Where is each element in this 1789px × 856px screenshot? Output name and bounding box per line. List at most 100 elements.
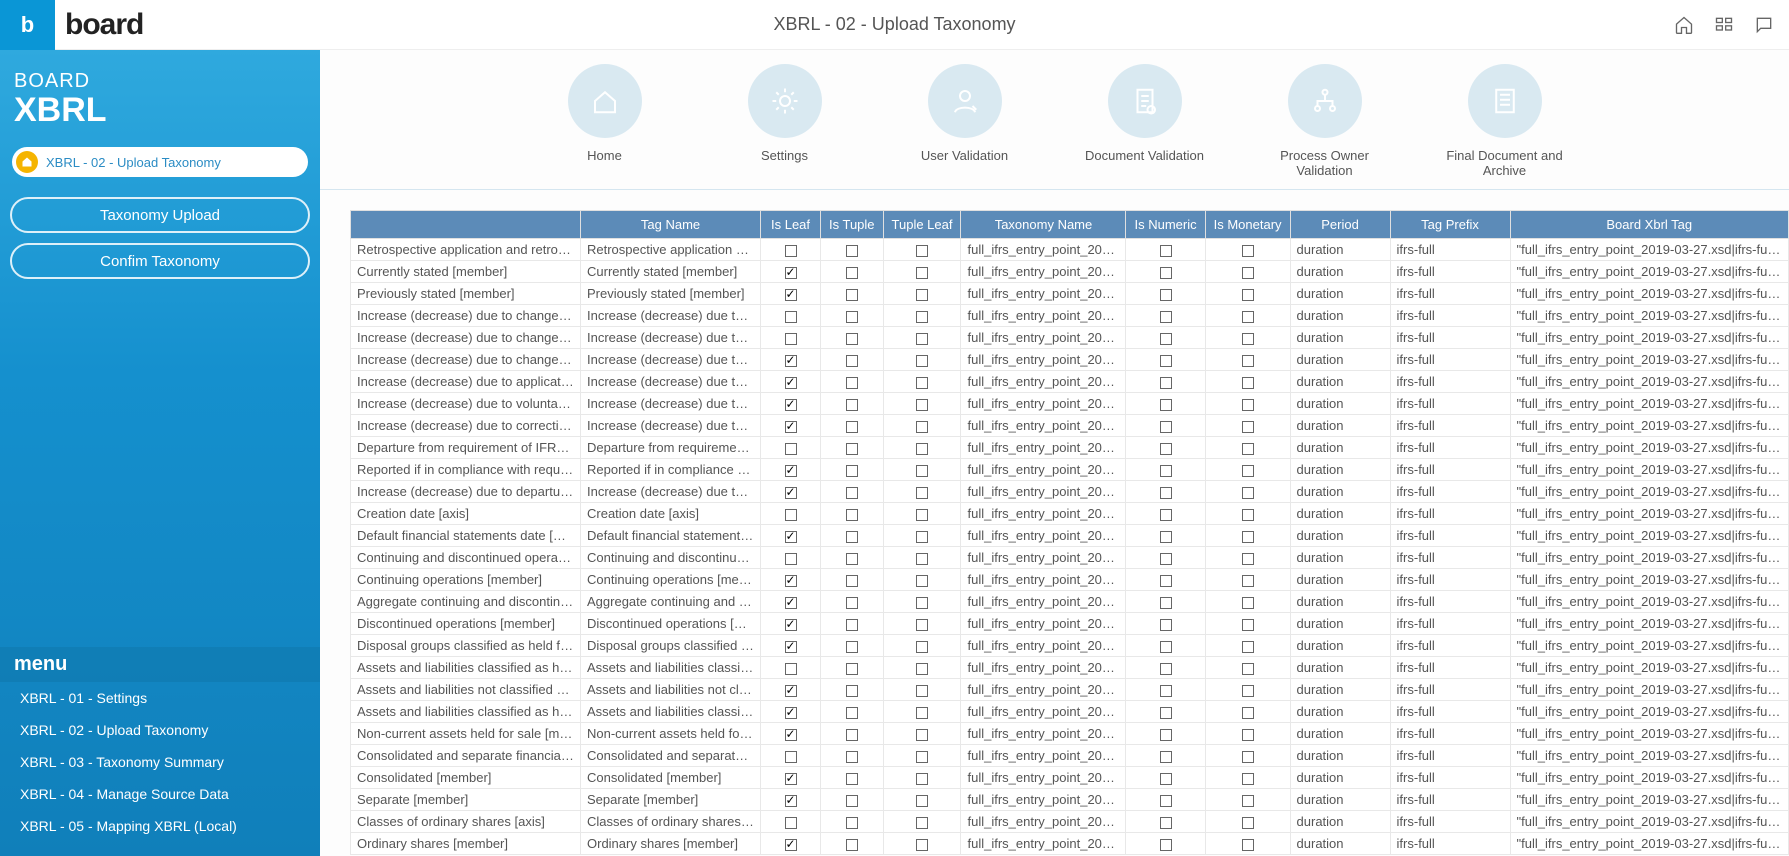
table-row[interactable]: Departure from requirement of IFRS [axis… [351,437,1789,459]
checkbox-cell[interactable] [883,767,961,789]
checkbox-icon[interactable] [846,685,858,697]
checkbox-icon[interactable] [785,663,797,675]
checkbox-icon[interactable] [846,377,858,389]
checkbox-icon[interactable] [846,773,858,785]
checkbox-icon[interactable] [1160,707,1172,719]
checkbox-icon[interactable] [916,377,928,389]
nav-gear[interactable]: Settings [720,64,850,163]
table-row[interactable]: Increase (decrease) due to changes in ac… [351,327,1789,349]
checkbox-cell[interactable] [1205,789,1290,811]
col-header[interactable]: Tag Prefix [1390,211,1510,239]
checkbox-icon[interactable] [846,487,858,499]
checkbox-cell[interactable] [821,657,884,679]
checkbox-cell[interactable] [883,415,961,437]
chat-icon[interactable] [1753,14,1775,36]
layout-icon[interactable] [1713,14,1735,36]
checkbox-icon[interactable] [1160,245,1172,257]
checkbox-icon[interactable] [916,399,928,411]
checkbox-icon[interactable] [846,509,858,521]
checkbox-icon[interactable] [1242,641,1254,653]
checkbox-icon[interactable] [1242,795,1254,807]
checkbox-cell[interactable] [761,657,821,679]
checkbox-cell[interactable] [1205,569,1290,591]
table-row[interactable]: Continuing operations [member]Continuing… [351,569,1789,591]
checkbox-cell[interactable] [1205,239,1290,261]
checkbox-cell[interactable] [883,613,961,635]
checkbox-icon[interactable] [1242,839,1254,851]
checkbox-cell[interactable] [1126,679,1205,701]
checkbox-icon[interactable] [785,597,797,609]
checkbox-cell[interactable] [821,393,884,415]
checkbox-cell[interactable] [761,503,821,525]
checkbox-cell[interactable] [821,811,884,833]
checkbox-icon[interactable] [846,839,858,851]
checkbox-icon[interactable] [1242,245,1254,257]
checkbox-cell[interactable] [883,371,961,393]
col-header[interactable]: Is Numeric [1126,211,1205,239]
menu-item-1[interactable]: XBRL - 02 - Upload Taxonomy [0,714,320,746]
table-row[interactable]: Assets and liabilities classified as hel… [351,701,1789,723]
checkbox-cell[interactable] [883,459,961,481]
checkbox-icon[interactable] [1160,509,1172,521]
checkbox-cell[interactable] [1205,415,1290,437]
checkbox-cell[interactable] [761,833,821,855]
checkbox-icon[interactable] [785,509,797,521]
checkbox-icon[interactable] [846,575,858,587]
checkbox-icon[interactable] [916,289,928,301]
checkbox-icon[interactable] [846,663,858,675]
table-row[interactable]: Increase (decrease) due to changes in ac… [351,349,1789,371]
checkbox-icon[interactable] [785,311,797,323]
col-header[interactable]: Board Xbrl Tag [1510,211,1788,239]
checkbox-icon[interactable] [1242,553,1254,565]
checkbox-cell[interactable] [761,525,821,547]
checkbox-cell[interactable] [883,789,961,811]
checkbox-cell[interactable] [1205,437,1290,459]
checkbox-cell[interactable] [883,437,961,459]
checkbox-icon[interactable] [1242,377,1254,389]
checkbox-icon[interactable] [916,553,928,565]
checkbox-icon[interactable] [1160,487,1172,499]
checkbox-icon[interactable] [1160,663,1172,675]
checkbox-cell[interactable] [883,261,961,283]
checkbox-icon[interactable] [1160,839,1172,851]
checkbox-icon[interactable] [1160,267,1172,279]
checkbox-cell[interactable] [1205,393,1290,415]
checkbox-icon[interactable] [1242,817,1254,829]
table-row[interactable]: Disposal groups classified as held for s… [351,635,1789,657]
checkbox-cell[interactable] [1126,833,1205,855]
checkbox-icon[interactable] [916,685,928,697]
checkbox-cell[interactable] [1126,393,1205,415]
checkbox-icon[interactable] [916,333,928,345]
checkbox-cell[interactable] [761,569,821,591]
checkbox-cell[interactable] [1205,833,1290,855]
checkbox-cell[interactable] [821,239,884,261]
checkbox-cell[interactable] [761,481,821,503]
col-header[interactable]: Tag Name [581,211,761,239]
checkbox-icon[interactable] [785,355,797,367]
table-row[interactable]: Previously stated [member]Previously sta… [351,283,1789,305]
checkbox-icon[interactable] [1160,553,1172,565]
checkbox-icon[interactable] [785,795,797,807]
col-header[interactable]: Is Tuple [821,211,884,239]
checkbox-icon[interactable] [1160,795,1172,807]
checkbox-cell[interactable] [821,745,884,767]
checkbox-icon[interactable] [846,553,858,565]
checkbox-cell[interactable] [1205,327,1290,349]
checkbox-icon[interactable] [785,707,797,719]
checkbox-cell[interactable] [761,459,821,481]
checkbox-cell[interactable] [883,525,961,547]
checkbox-cell[interactable] [883,657,961,679]
checkbox-cell[interactable] [1126,503,1205,525]
checkbox-icon[interactable] [785,641,797,653]
checkbox-icon[interactable] [916,245,928,257]
home-icon[interactable] [1673,14,1695,36]
checkbox-icon[interactable] [1242,729,1254,741]
checkbox-icon[interactable] [846,355,858,367]
checkbox-cell[interactable] [1205,745,1290,767]
checkbox-icon[interactable] [1242,487,1254,499]
table-row[interactable]: Consolidated and separate financial stat… [351,745,1789,767]
table-row[interactable]: Separate [member]Separate [member]full_i… [351,789,1789,811]
checkbox-icon[interactable] [846,707,858,719]
table-row[interactable]: Consolidated [member]Consolidated [membe… [351,767,1789,789]
checkbox-cell[interactable] [1126,569,1205,591]
